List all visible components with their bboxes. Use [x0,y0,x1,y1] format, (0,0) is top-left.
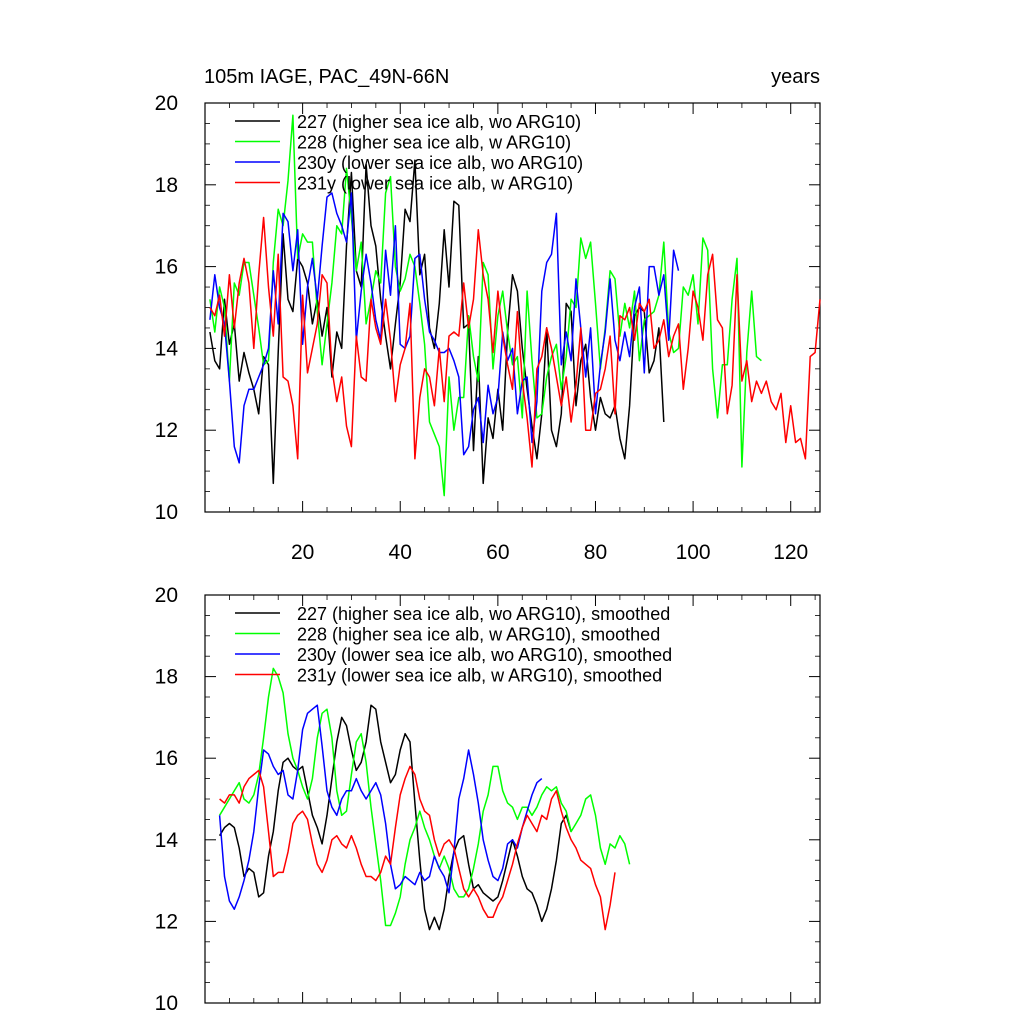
legend-label-1: 228 (higher sea ice alb, w ARG10), smoot… [297,625,660,645]
y-tick-label: 12 [155,910,178,933]
legend-label-2: 230y (lower sea ice alb, wo ARG10) [297,153,583,173]
legend-label-0: 227 (higher sea ice alb, wo ARG10) [297,112,581,132]
chart-units-label: years [771,66,820,88]
legend-label-0: 227 (higher sea ice alb, wo ARG10), smoo… [297,604,670,624]
top-panel-raw-series: 10 12 14 16 18 20 20 40 60 80 100 120 227 (higher se… [155,92,821,564]
y-tick-label: 10 [155,992,178,1015]
y-tick-label: 14 [155,829,179,852]
series-line-2 [209,192,680,464]
bottom-panel-smoothed-series: 10 12 14 16 18 20 227 (higher sea ice alb, wo … [155,584,821,1015]
y-tick-label: 12 [155,419,178,442]
series-line-3 [219,765,616,931]
series-line-1 [218,667,631,927]
legend-label-2: 230y (lower sea ice alb, wo ARG10), smoo… [297,645,672,665]
series-line-3 [209,216,821,468]
chart-title: 105m IAGE, PAC_49N-66N [204,66,449,88]
x-tick-label: 40 [389,541,412,564]
legend-label-3: 231y (lower sea ice alb, w ARG10) [297,174,573,194]
y-tick-label: 16 [155,747,178,770]
series-line-0 [209,159,665,485]
x-tick-label: 20 [291,541,314,564]
y-tick-label: 18 [155,174,178,197]
x-tick-label: 120 [773,541,808,564]
y-tick-label: 14 [155,337,179,360]
y-tick-label: 10 [155,501,178,524]
y-tick-label: 20 [155,92,178,115]
legend-label-1: 228 (higher sea ice alb, w ARG10) [297,133,571,153]
legend-label-3: 231y (lower sea ice alb, w ARG10), smoot… [297,666,662,686]
x-tick-label: 80 [584,541,607,564]
y-tick-label: 18 [155,666,178,689]
y-tick-label: 20 [155,584,178,607]
series-line-2 [218,704,543,910]
y-tick-label: 16 [155,256,178,279]
x-tick-label: 60 [486,541,509,564]
x-tick-label: 100 [676,541,711,564]
